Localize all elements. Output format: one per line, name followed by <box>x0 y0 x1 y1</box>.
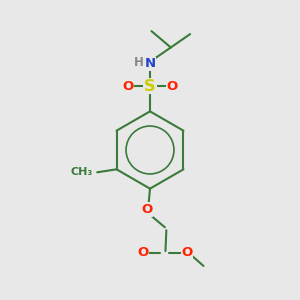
Text: O: O <box>182 246 193 259</box>
Text: N: N <box>144 57 156 70</box>
Text: O: O <box>167 80 178 93</box>
Text: O: O <box>137 246 148 259</box>
Text: CH₃: CH₃ <box>70 167 93 177</box>
Text: H: H <box>134 56 144 69</box>
Text: S: S <box>144 79 156 94</box>
Text: O: O <box>122 80 133 93</box>
Text: O: O <box>141 203 153 216</box>
